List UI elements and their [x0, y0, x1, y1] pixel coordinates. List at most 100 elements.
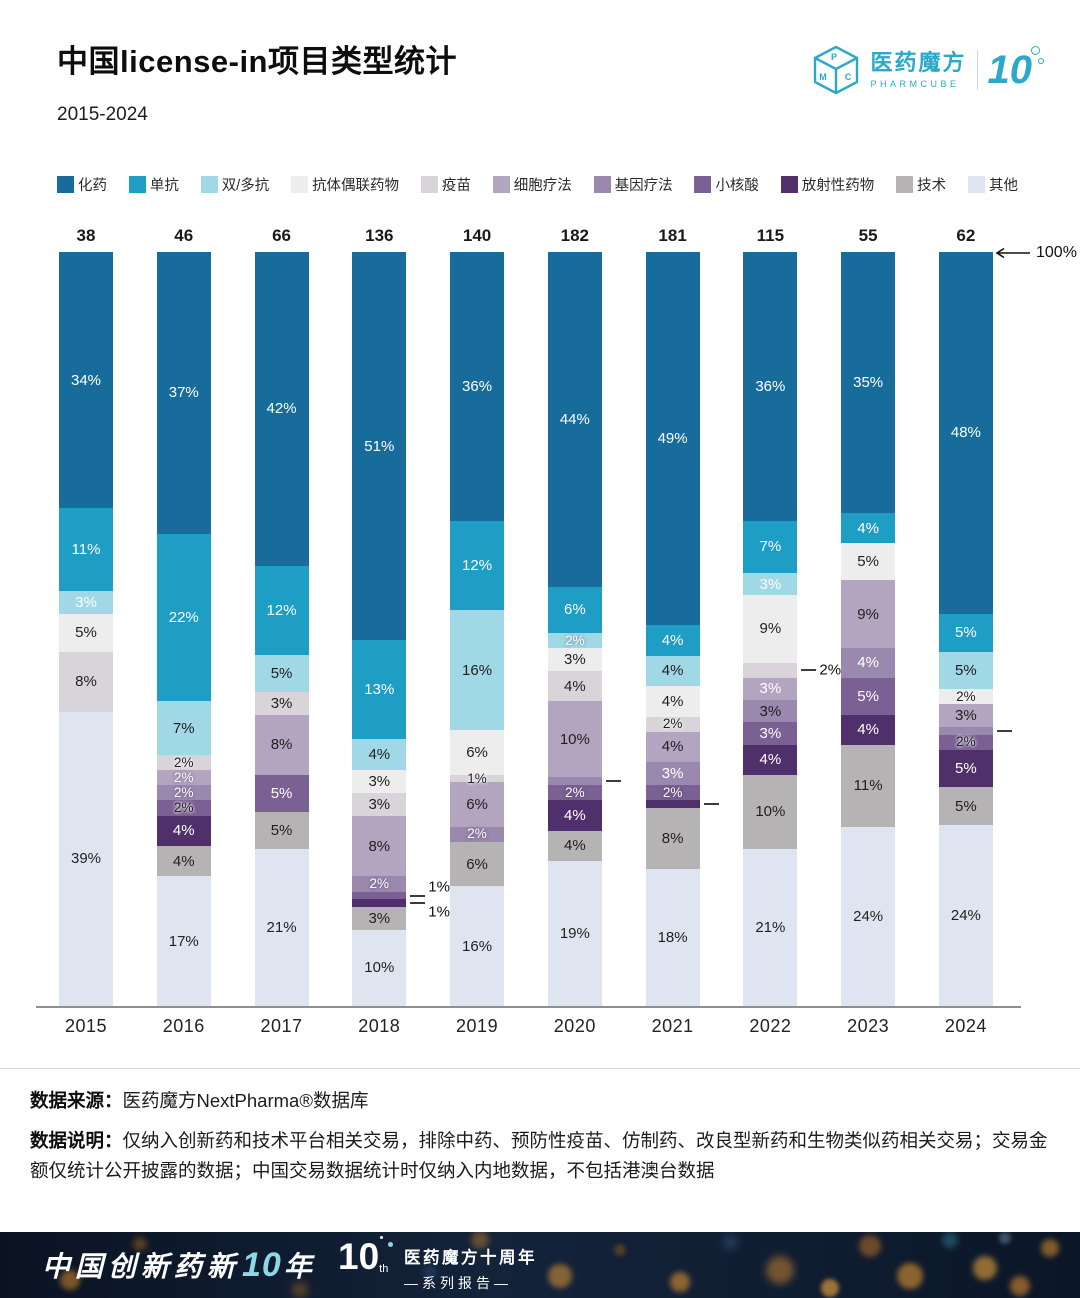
segment-label: 12%: [462, 557, 493, 575]
segment-label: 6%: [466, 795, 488, 813]
segment-label: 2%: [174, 784, 194, 800]
segment-label: 5%: [75, 624, 97, 642]
bar-column-2018: 136 51% 13% 4% 3% 3% 8% 2% 1% 1% 3% 10% 2018: [352, 226, 450, 1038]
segment-label: 48%: [950, 424, 981, 442]
segment-label: 9%: [857, 605, 879, 623]
bar-segment-其他: 18%: [645, 868, 700, 1006]
segment-label: 4%: [857, 519, 879, 537]
segment-label: 13%: [364, 681, 395, 699]
bokeh-dot: [548, 1264, 572, 1288]
bar-segment-其他: 16%: [450, 886, 505, 1006]
legend-swatch: [967, 176, 985, 193]
x-axis-label-2019: 2019: [456, 1016, 499, 1036]
segment-label: 8%: [661, 829, 684, 847]
bar-segment-基因疗法: 2%: [450, 826, 505, 842]
bar-segment-双/多抗: 7%: [156, 701, 211, 755]
segment-label: 2%: [565, 784, 585, 800]
legend-item: 抗体偶联药物: [291, 174, 399, 195]
segment-label: 19%: [559, 925, 590, 943]
bar-segment-小核酸: 1%: [352, 878, 450, 900]
segment-label: 4%: [661, 631, 684, 649]
bar-segment-其他: 24%: [841, 826, 896, 1006]
segment-label: 3%: [759, 575, 782, 593]
legend-label: 疫苗: [441, 178, 471, 194]
banner-taglines: 医药魔方十周年 —系列报告—: [404, 1244, 537, 1293]
segment-label: 8%: [270, 736, 293, 754]
banner-title-suffix: 年: [283, 1251, 317, 1282]
pharmcube-logo: P M C 医药魔方 PHARMCUBE 10: [812, 44, 1044, 96]
bar-segment-抗体偶联药物: 4%: [645, 686, 700, 717]
bar-column-2024: 62 48% 5% 5% 2% 3% 2% 5% 5% 24% 2024: [938, 226, 1012, 1038]
bubble-icon: [1038, 58, 1044, 64]
page-title: 中国license-in项目类型统计: [57, 44, 457, 79]
segment-label: 49%: [657, 430, 688, 448]
legend-item: 双/多抗: [200, 174, 269, 195]
bar-segment-细胞疗法: 8%: [254, 714, 309, 775]
segment-dash-marker: [703, 803, 719, 806]
bokeh-dot: [1041, 1239, 1059, 1257]
segment-label: 36%: [462, 377, 493, 395]
segment-label: 5%: [955, 797, 977, 815]
logo-divider: [976, 50, 978, 90]
hundred-percent-annotation: 100%: [994, 244, 1077, 262]
legend-swatch: [593, 176, 611, 193]
bar-segment-基因疗法: 4%: [841, 647, 896, 678]
anniversary-10-text: 10: [987, 48, 1033, 92]
bar-segment-疫苗: 2%: [156, 754, 211, 770]
bar-segment-化药: 36%: [450, 252, 505, 521]
brand-name-cn: 医药魔方: [870, 50, 967, 76]
bar-segment-小核酸: 2%: [645, 785, 700, 801]
bokeh-dot: [292, 1282, 308, 1298]
stacked-bar: 35% 4% 5% 9% 4% 5% 4% 11% 24%: [841, 252, 896, 1006]
segment-label: 4%: [563, 837, 586, 855]
segment-label: 8%: [368, 837, 391, 855]
bar-segment-抗体偶联药物: 5%: [59, 613, 113, 652]
segment-label: 2%: [467, 826, 487, 842]
segment-label: 3%: [759, 702, 782, 720]
page-subtitle: 2015-2024: [57, 104, 148, 125]
bar-segment-放射性药物: 4%: [743, 744, 798, 775]
segment-label: 12%: [266, 601, 297, 619]
bar-segment-其他: 24%: [938, 824, 993, 1006]
segment-dash-marker: [605, 780, 621, 783]
segment-outside-label: 1%: [428, 878, 450, 895]
legend-item: 放射性药物: [780, 174, 874, 195]
bar-column-2015: 38 34% 11% 3% 5% 8% 39% 2015: [59, 226, 113, 1038]
legend-item: 单抗: [128, 174, 179, 195]
stacked-bar: 42% 12% 5% 3% 8% 5% 5% 21%: [254, 252, 309, 1006]
bar-segment-化药: 37%: [156, 252, 211, 534]
cube-letter-c: C: [845, 72, 852, 82]
legend-item: 疫苗: [420, 174, 471, 195]
segment-label: 44%: [559, 411, 590, 429]
bar-segment-化药: 49%: [645, 252, 700, 626]
segment-label: 4%: [563, 677, 586, 695]
bokeh-dot: [471, 1232, 489, 1249]
bar-segment-基因疗法: 2%: [352, 876, 407, 892]
bar-segment-放射性药物: 4%: [841, 714, 896, 745]
bokeh-dot: [133, 1237, 147, 1251]
banner-title-ten: 10: [242, 1246, 282, 1284]
segment-label: 17%: [168, 932, 199, 950]
bokeh-dot: [1010, 1276, 1030, 1296]
bar-segment-细胞疗法: 8%: [352, 815, 407, 877]
bar-segment-技术: 3%: [352, 906, 407, 930]
bar-segment-化药: 44%: [547, 252, 602, 588]
segment-label: 3%: [368, 772, 391, 790]
segment-label: 2%: [565, 632, 585, 648]
data-source-text: 医药魔方NextPharma®数据库: [122, 1090, 369, 1111]
bar-column-2019: 140 36% 12% 16% 6% 1% 6% 2% 6% 16% 2019: [450, 226, 505, 1038]
bar-segment-技术: 5%: [254, 811, 309, 850]
stacked-bar: 36% 12% 16% 6% 1% 6% 2% 6% 16%: [450, 252, 505, 1006]
bar-segment-其他: 39%: [59, 711, 113, 1006]
legend-item: 技术: [896, 174, 946, 195]
bar-columns: 38 34% 11% 3% 5% 8% 39% 2015 46 37% 22% 7% 2% 2% 2% 2% 4…: [36, 226, 1044, 1038]
segment-outside-label: 2%: [819, 661, 842, 679]
bar-segment-其他: 21%: [743, 849, 798, 1006]
bar-segment-细胞疗法: 2%: [156, 769, 211, 786]
legend-item: 基因疗法: [593, 174, 673, 195]
bar-segment-单抗: 11%: [59, 508, 113, 592]
segment-label: 4%: [857, 654, 879, 672]
legend-label: 单抗: [149, 178, 179, 194]
bar-segment-单抗: 6%: [547, 587, 602, 633]
